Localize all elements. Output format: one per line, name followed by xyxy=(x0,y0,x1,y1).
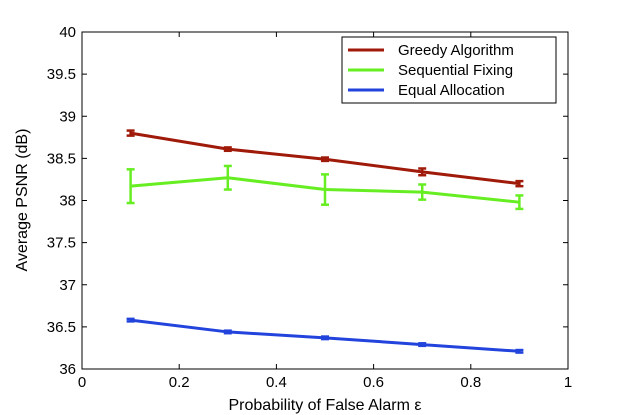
y-tick-label: 36.5 xyxy=(47,319,76,336)
x-tick-label: 0.8 xyxy=(460,374,481,391)
error-bar xyxy=(321,335,329,341)
x-tick-label: 0 xyxy=(78,374,86,391)
error-bar xyxy=(223,146,232,153)
x-tick-label: 1 xyxy=(564,374,572,391)
y-tick-label: 36 xyxy=(59,361,76,378)
error-bar xyxy=(126,168,135,205)
error-bar xyxy=(418,167,427,177)
y-tick-label: 38 xyxy=(59,193,76,210)
error-bar xyxy=(515,179,524,188)
axis-ticks: 0 0.2 0.4 0.6 0.8 1 36 36.5 37 37.5 38 38.5 39 39.5 40 xyxy=(47,24,572,391)
error-bar xyxy=(223,329,232,335)
legend-label: Greedy Algorithm xyxy=(398,42,514,59)
y-axis-label: Average PSNR (dB) xyxy=(14,129,31,272)
x-tick-label: 0.2 xyxy=(169,374,190,391)
y-tick-label: 38.5 xyxy=(47,150,76,167)
error-bar xyxy=(321,156,329,163)
x-tick-label: 0.4 xyxy=(266,374,287,391)
y-tick-label: 39 xyxy=(59,108,76,125)
x-axis-label: Probability of False Alarm ε xyxy=(229,397,422,414)
series-sequential-fixing xyxy=(126,164,524,211)
y-tick-label: 40 xyxy=(59,24,76,41)
y-tick-label: 39.5 xyxy=(47,66,76,83)
y-tick-label: 37 xyxy=(59,277,76,294)
error-bar xyxy=(418,342,427,348)
series-equal-allocation xyxy=(126,317,524,354)
legend-item: Greedy Algorithm xyxy=(348,42,514,59)
error-bar xyxy=(126,317,135,323)
y-tick-label: 37.5 xyxy=(47,235,76,252)
legend-label: Sequential Fixing xyxy=(398,62,513,79)
error-bar xyxy=(126,129,135,137)
x-tick-label: 0.6 xyxy=(363,374,384,391)
error-bar xyxy=(321,173,329,206)
legend: Greedy Algorithm Sequential Fixing Equal A… xyxy=(341,36,557,104)
series-layer xyxy=(126,129,524,354)
error-bar xyxy=(223,164,232,191)
legend-label: Equal Allocation xyxy=(398,82,505,99)
series-greedy-algorithm xyxy=(126,129,524,188)
error-bar xyxy=(515,348,524,354)
legend-item: Sequential Fixing xyxy=(348,62,513,79)
legend-item: Equal Allocation xyxy=(348,82,505,99)
error-bar xyxy=(418,183,427,201)
error-bar xyxy=(515,194,524,211)
